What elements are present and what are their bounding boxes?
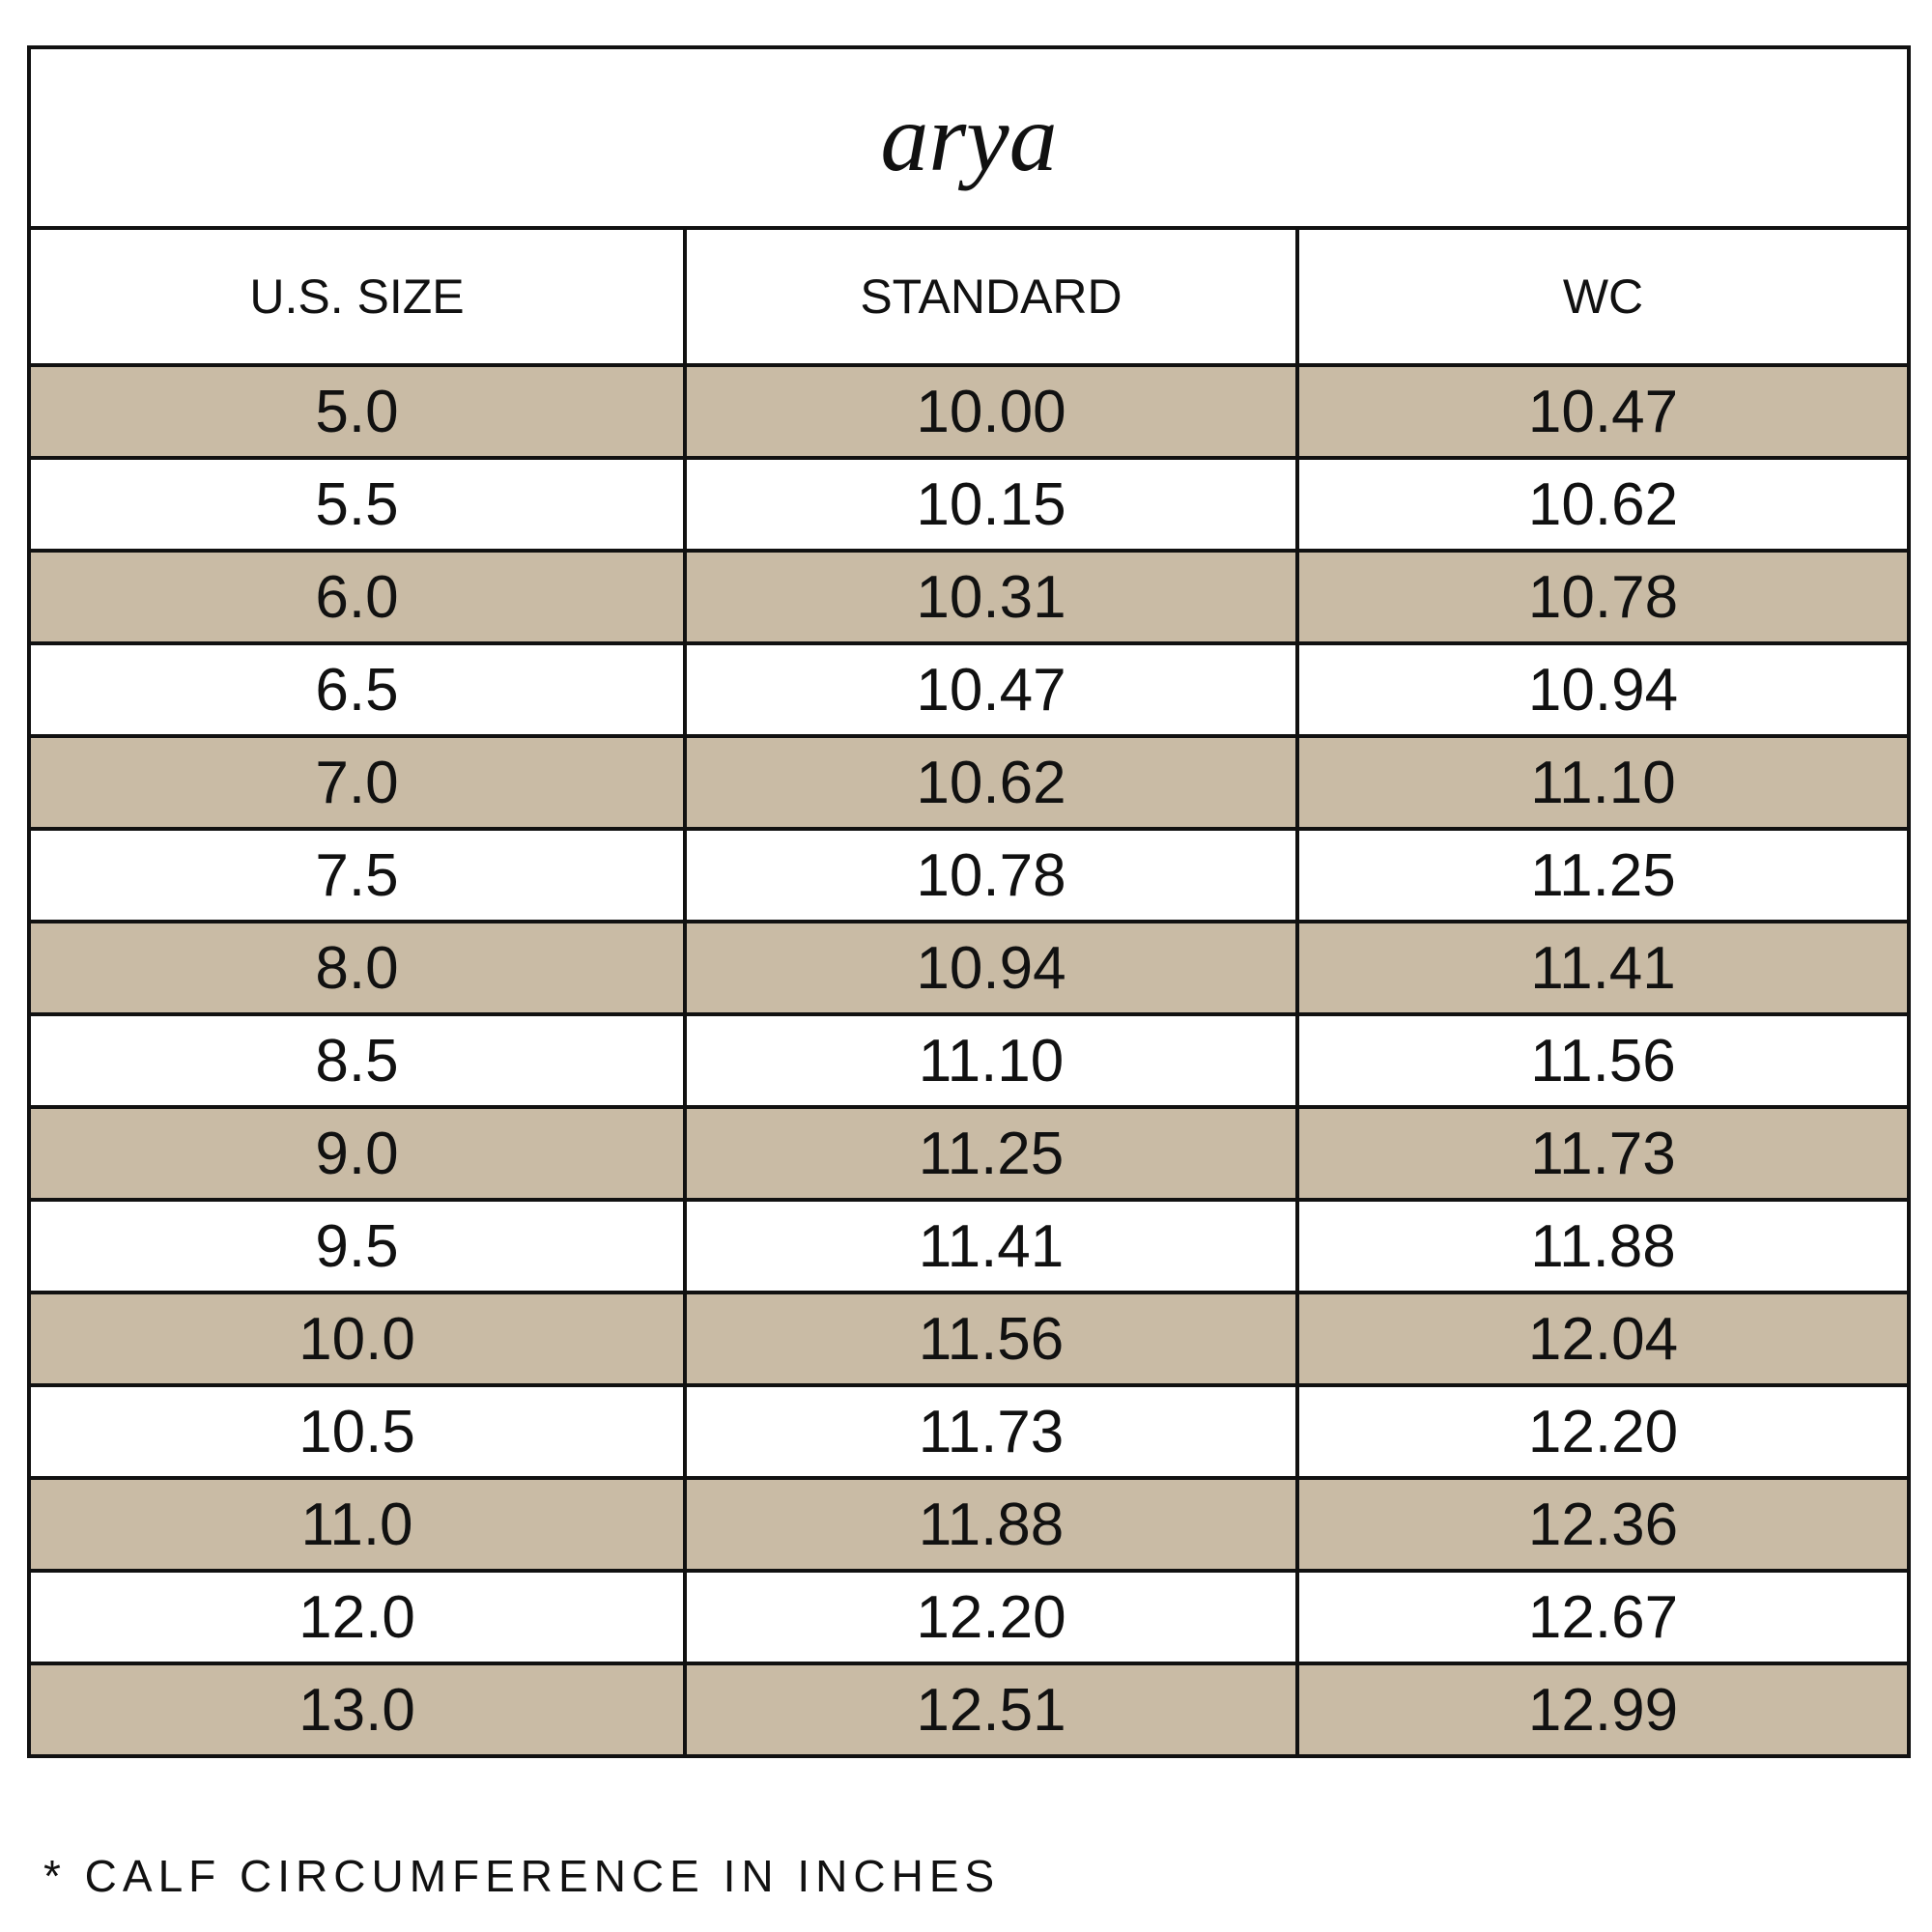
table-cell: 11.56 <box>683 1291 1299 1387</box>
column-header: WC <box>1295 226 1911 367</box>
footnote: * CALF CIRCUMFERENCE IN INCHES <box>43 1851 1001 1901</box>
table-row: 5.0 10.00 10.47 <box>27 363 1911 460</box>
table-cell: 11.88 <box>683 1476 1299 1573</box>
table-cell: 8.0 <box>27 920 687 1016</box>
table-cell: 9.0 <box>27 1105 687 1202</box>
table-cell: 12.20 <box>683 1569 1299 1665</box>
table-cell: 12.99 <box>1295 1662 1911 1758</box>
table-row: 12.0 12.20 12.67 <box>27 1569 1911 1665</box>
table-row: 6.5 10.47 10.94 <box>27 641 1911 738</box>
table-cell: 10.47 <box>683 641 1299 738</box>
table-cell: 11.88 <box>1295 1198 1911 1294</box>
table-cell: 10.31 <box>683 549 1299 645</box>
table-cell: 10.5 <box>27 1383 687 1480</box>
table-row: 8.0 10.94 11.41 <box>27 920 1911 1016</box>
table-cell: 11.41 <box>1295 920 1911 1016</box>
table-cell: 9.5 <box>27 1198 687 1294</box>
table-cell: 5.0 <box>27 363 687 460</box>
table-cell: 12.20 <box>1295 1383 1911 1480</box>
table-cell: 11.25 <box>683 1105 1299 1202</box>
table-cell: 11.25 <box>1295 827 1911 923</box>
table-cell: 6.5 <box>27 641 687 738</box>
table-cell: 10.62 <box>1295 456 1911 553</box>
table-cell: 12.51 <box>683 1662 1299 1758</box>
table-row: 9.0 11.25 11.73 <box>27 1105 1911 1202</box>
column-header: U.S. SIZE <box>27 226 687 367</box>
table-cell: 10.00 <box>683 363 1299 460</box>
table-row: 6.0 10.31 10.78 <box>27 549 1911 645</box>
table-cell: 11.0 <box>27 1476 687 1573</box>
table-cell: 12.67 <box>1295 1569 1911 1665</box>
table-row: 7.0 10.62 11.10 <box>27 734 1911 831</box>
header-row: U.S. SIZE STANDARD WC <box>27 226 1911 367</box>
table-row: 7.5 10.78 11.25 <box>27 827 1911 923</box>
table-row: 9.5 11.41 11.88 <box>27 1198 1911 1294</box>
table-cell: 11.10 <box>683 1012 1299 1109</box>
table-cell: 7.0 <box>27 734 687 831</box>
table-cell: 10.78 <box>1295 549 1911 645</box>
size-table: arya U.S. SIZE STANDARD WC 5.0 10.00 10.47 5.5… <box>27 45 1911 1758</box>
table-cell: 6.0 <box>27 549 687 645</box>
table-cell: 12.0 <box>27 1569 687 1665</box>
column-header: STANDARD <box>683 226 1299 367</box>
table-cell: 10.94 <box>1295 641 1911 738</box>
table-cell: 10.62 <box>683 734 1299 831</box>
table-row: 13.0 12.51 12.99 <box>27 1662 1911 1758</box>
table-row: 10.0 11.56 12.04 <box>27 1291 1911 1387</box>
table-row: 10.5 11.73 12.20 <box>27 1383 1911 1480</box>
table-cell: 11.41 <box>683 1198 1299 1294</box>
table-cell: 8.5 <box>27 1012 687 1109</box>
table-cell: 10.15 <box>683 456 1299 553</box>
table-cell: 11.10 <box>1295 734 1911 831</box>
table-cell: 5.5 <box>27 456 687 553</box>
table-cell: 7.5 <box>27 827 687 923</box>
table-cell: 10.78 <box>683 827 1299 923</box>
table-cell: 11.73 <box>683 1383 1299 1480</box>
table-cell: 13.0 <box>27 1662 687 1758</box>
table-cell: 11.56 <box>1295 1012 1911 1109</box>
title-row: arya <box>27 45 1911 230</box>
table-cell: 10.94 <box>683 920 1299 1016</box>
table-cell: 10.0 <box>27 1291 687 1387</box>
table-row: 11.0 11.88 12.36 <box>27 1476 1911 1573</box>
table-row: 5.5 10.15 10.62 <box>27 456 1911 553</box>
table-cell: 10.47 <box>1295 363 1911 460</box>
table-cell: 12.36 <box>1295 1476 1911 1573</box>
table-title: arya <box>27 45 1911 230</box>
table-cell: 11.73 <box>1295 1105 1911 1202</box>
table-cell: 12.04 <box>1295 1291 1911 1387</box>
table-row: 8.5 11.10 11.56 <box>27 1012 1911 1109</box>
